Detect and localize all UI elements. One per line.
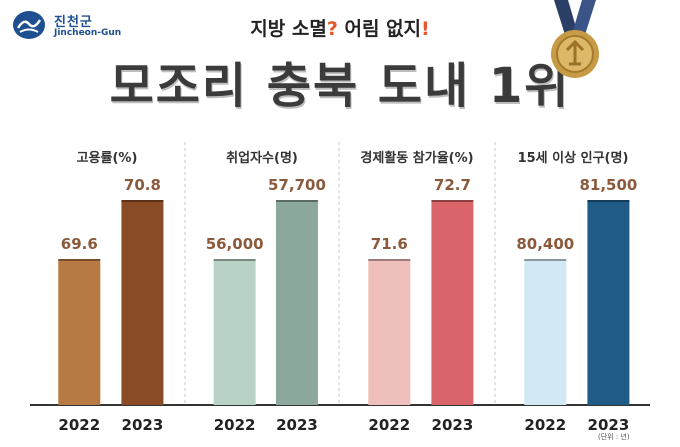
bar <box>368 259 411 405</box>
subtitle-question-mark: ? <box>326 18 338 40</box>
data-label: 72.7 <box>434 176 471 194</box>
x-tick-label: 2022 <box>58 416 100 434</box>
page-title: 모조리 충북 도내 1위 <box>109 58 571 114</box>
bar-top-edge <box>368 259 411 261</box>
bar <box>524 259 567 405</box>
bar <box>58 259 101 405</box>
bar-top-edge <box>431 200 474 202</box>
bar-top-edge <box>524 259 567 261</box>
data-label: 69.6 <box>61 235 98 253</box>
data-label: 80,400 <box>516 235 574 253</box>
panel-title: 15세 이상 인구(명) <box>518 150 629 166</box>
bar-top-edge <box>275 200 318 202</box>
bar <box>431 200 474 405</box>
subtitle-exclamation-mark: ! <box>421 18 430 40</box>
bar <box>275 200 318 405</box>
x-tick-label: 2022 <box>524 416 566 434</box>
x-tick-label: 2022 <box>368 416 410 434</box>
bar-top-edge <box>58 259 101 261</box>
unit-note: (단위 : 년) <box>598 433 630 441</box>
data-label: 71.6 <box>371 235 408 253</box>
x-tick-label: 2023 <box>432 416 474 434</box>
data-label: 81,500 <box>579 176 637 194</box>
panel-title: 취업자수(명) <box>226 150 298 166</box>
x-tick-label: 2023 <box>122 416 164 434</box>
logo-icon <box>13 11 45 39</box>
medal-icon <box>551 0 599 78</box>
data-label: 57,700 <box>268 176 326 194</box>
bar <box>587 200 630 405</box>
panel-title: 경제활동 참가율(%) <box>360 150 473 166</box>
bar-top-edge <box>587 200 630 202</box>
panel-title: 고용률(%) <box>77 150 138 166</box>
bar <box>213 259 256 405</box>
data-label: 56,000 <box>206 235 264 253</box>
logo-korean-text: 진천군 <box>54 15 93 30</box>
x-tick-label: 2023 <box>276 416 318 434</box>
bar-top-edge <box>121 200 164 202</box>
data-label: 70.8 <box>124 176 161 194</box>
bar-top-edge <box>213 259 256 261</box>
bar <box>121 200 164 405</box>
subtitle-part2: 어림 없지 <box>337 18 422 40</box>
subtitle: 지방 소멸? 어림 없지! <box>0 14 680 41</box>
x-tick-label: 2023 <box>588 416 630 434</box>
x-tick-label: 2022 <box>214 416 256 434</box>
jincheon-logo: 진천군 Jincheon-Gun <box>12 8 152 42</box>
subtitle-part1: 지방 소멸 <box>250 18 327 40</box>
logo-english-text: Jincheon-Gun <box>54 28 122 38</box>
